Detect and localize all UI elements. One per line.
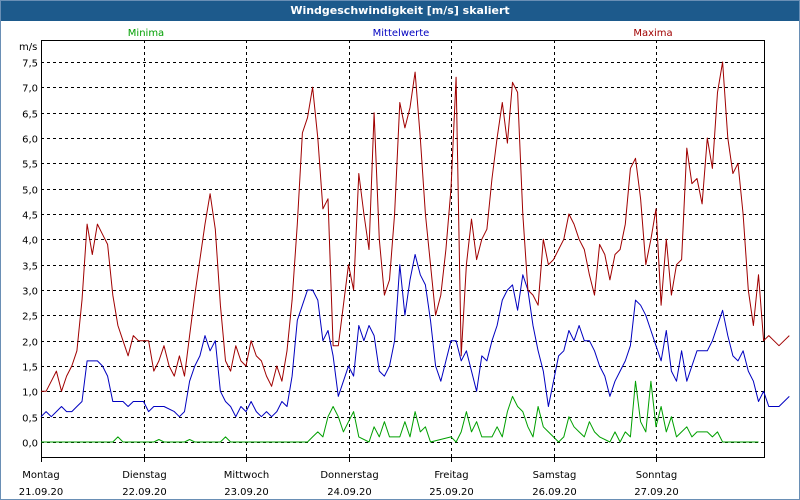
x-tick-date: 24.09.20: [327, 487, 372, 498]
y-tick-label: 0,0: [22, 439, 38, 450]
y-tick-label: 5,0: [22, 186, 38, 197]
x-tick-day: Samstag: [533, 470, 577, 481]
y-tick-label: 6,0: [22, 135, 38, 146]
y-tick-label: 6,5: [22, 110, 38, 121]
x-tick-day: Freitag: [434, 470, 468, 481]
y-tick-label: 1,5: [22, 363, 38, 374]
x-tick-day: Dienstag: [122, 470, 167, 481]
y-tick-label: 5,5: [22, 160, 38, 171]
y-tick-label: 4,0: [22, 236, 38, 247]
legend-maxima: Maxima: [633, 28, 672, 39]
x-tick-day: Sonntag: [636, 470, 678, 481]
x-tick-day: Donnerstag: [320, 470, 378, 481]
x-axis-ticks: Montag 21.09.20 Dienstag 22.09.20 Mittwoch 23…: [19, 457, 679, 498]
series-line-maxima: [41, 61, 790, 392]
y-tick-label: 7,5: [22, 59, 38, 70]
series-lines: [40, 61, 790, 443]
y-tick-label: 4,5: [22, 211, 38, 222]
chart-title: Windgeschwindigkeit [m/s] skaliert: [1, 1, 799, 21]
y-tick-label: 0,5: [22, 414, 38, 425]
x-tick-day: Montag: [22, 470, 59, 481]
y-tick-label: 2,0: [22, 338, 38, 349]
y-axis-ticks: 0,0 0,5 1,0 1,5 2,0 2,5 3,0 3,5 4,0 4,5 5,0 5,5 6,0 6…: [22, 59, 38, 450]
plot-area: [41, 40, 765, 458]
x-tick-date: 21.09.20: [19, 487, 64, 498]
legend-minima: Minima: [128, 28, 164, 39]
x-tick-date: 22.09.20: [122, 487, 167, 498]
x-tick-date: 26.09.20: [532, 487, 577, 498]
y-tick-label: 3,0: [22, 287, 38, 298]
series-line-mittelwerte: [40, 254, 790, 418]
y-tick-label: 3,5: [22, 262, 38, 273]
y-tick-label: 1,0: [22, 388, 38, 399]
legend-mittelwerte: Mittelwerte: [373, 28, 430, 39]
grid-lines: [41, 40, 764, 457]
x-tick-day: Mittwoch: [224, 470, 269, 481]
series-line-minima: [41, 380, 759, 443]
y-tick-label: 2,5: [22, 312, 38, 323]
x-tick-date: 23.09.20: [224, 487, 269, 498]
x-tick-date: 25.09.20: [429, 487, 474, 498]
y-axis-label: m/s: [19, 42, 37, 53]
x-tick-date: 27.09.20: [634, 487, 679, 498]
y-tick-label: 7,0: [22, 84, 38, 95]
